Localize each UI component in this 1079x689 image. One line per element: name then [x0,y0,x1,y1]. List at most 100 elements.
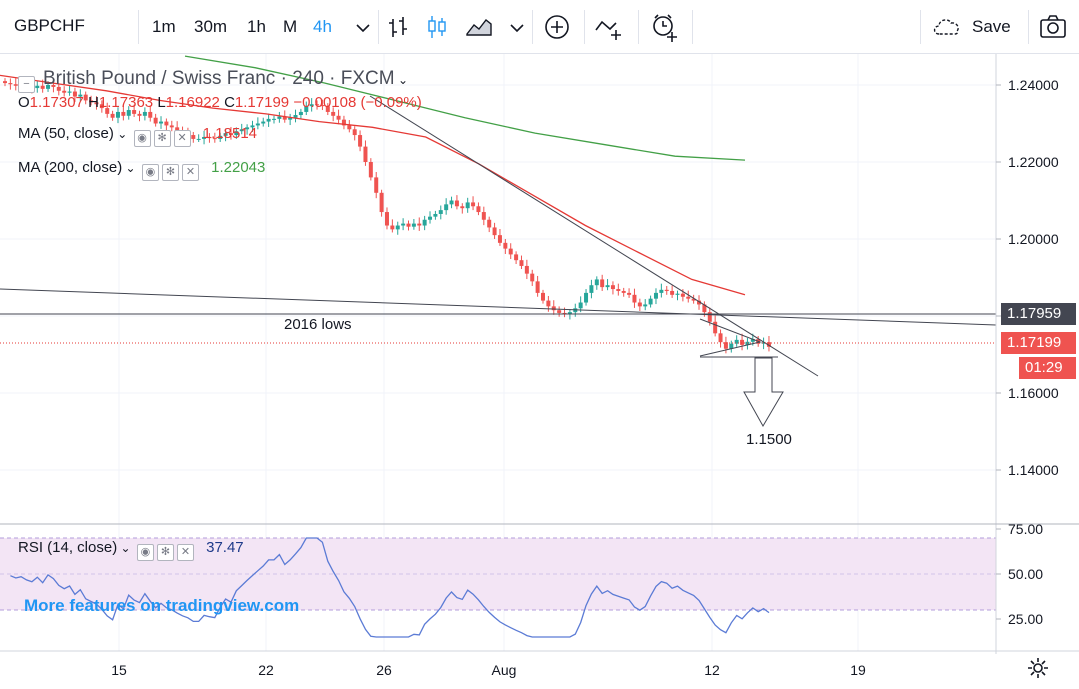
candle-body [379,192,384,213]
candle-body [530,273,535,282]
gear-icon[interactable]: ✻ [161,164,179,181]
chevron-down-icon[interactable]: ⌄ [113,127,131,141]
candle-body [115,111,120,118]
rsi-legend[interactable]: RSI (14, close) ⌄ ◉ ✻ ✕ 37.47 [18,539,244,561]
symbol-search[interactable]: GBPCHF [14,16,85,35]
area-chart-type-icon[interactable] [462,10,496,44]
candle-body [691,298,696,301]
chart-canvas[interactable]: 2016 lows 1.1500 1.24000 1.22000 1.20000 1.… [0,54,1079,689]
candle-body [557,310,562,313]
watermark-link[interactable]: More features on tradingview.com [24,596,300,615]
candle-body [309,104,314,107]
candle-body [315,104,320,106]
price-axis: 1.240001.220001.200001.180001.160001.140… [996,77,1059,478]
chevron-down-icon[interactable] [500,10,534,44]
candle-body [110,113,115,118]
time-tick-label: 22 [258,662,274,678]
downtrend-line [369,95,819,377]
candle-body [72,91,77,97]
candle-body [105,108,110,114]
last-price-tag: 1.17199 [1001,332,1076,354]
target-annotation: 1.1500 [746,431,792,448]
ma200-legend[interactable]: MA (200, close) ⌄ ◉ ✻ ✕ 1.22043 [18,159,265,181]
cloud-save-icon[interactable] [930,10,964,44]
candle-body [228,133,233,136]
close-icon[interactable]: ✕ [181,164,199,181]
interval-1h[interactable]: 1h [247,17,266,36]
candle-body [3,81,7,84]
close-icon[interactable]: ✕ [173,130,191,147]
bar-chart-type-icon[interactable] [382,10,416,44]
candle-body [675,293,680,295]
candle-body [632,294,637,303]
candle-body [643,304,648,307]
candle-body [13,84,18,86]
candle-body [497,235,502,243]
candle-body [487,219,492,228]
candle-body [250,125,255,128]
candle-body [444,204,449,211]
rsi-label: RSI (14, close) [18,539,118,556]
interval-1mo[interactable]: M [283,17,298,36]
candle-body [401,223,406,226]
ma50-legend[interactable]: MA (50, close) ⌄ ◉ ✻ ✕ 1.18514 [18,125,257,147]
close-icon[interactable]: ✕ [176,544,194,561]
save-button[interactable]: Save [972,17,1011,36]
collapse-icon[interactable]: − [18,76,35,93]
candle-body [218,135,223,139]
camera-snapshot-icon[interactable] [1036,10,1070,44]
candle-body [627,292,632,295]
candle-body [347,125,352,130]
candle-body [766,342,771,347]
candle-body [223,133,228,136]
candle-body [562,312,567,315]
ma200-value: 1.22043 [211,159,266,176]
symbol-legend[interactable]: − British Pound / Swiss Franc · 240 · FXC… [18,68,408,93]
candle-body [320,105,325,107]
chevron-down-icon[interactable] [346,10,380,44]
candles-chart-type-icon[interactable] [420,10,454,44]
time-tick-label: 19 [850,662,866,678]
candle-body [83,94,88,101]
chevron-down-icon[interactable]: ⌄ [117,541,134,555]
eye-icon[interactable]: ◉ [133,130,151,147]
chevron-down-icon[interactable]: ⌄ [394,73,408,87]
candle-body [153,117,158,124]
candle-body [384,212,389,226]
eye-icon[interactable]: ◉ [141,164,159,181]
candle-body [551,306,556,311]
candle-body [56,86,61,91]
candle-body [546,300,551,307]
low-value: 1.16922 [165,94,220,111]
interval-4h[interactable]: 4h [313,17,332,36]
gear-icon[interactable]: ✻ [153,130,171,147]
time-tick-label: Aug [492,662,517,678]
ma50-line [0,74,746,296]
rsi-tick-label: 50.00 [1008,566,1043,582]
top-toolbar: GBPCHF 1m 30m 1h M 4h [0,0,1079,54]
compare-symbol-icon[interactable] [592,10,626,44]
interval-1m[interactable]: 1m [152,17,176,36]
candle-body [358,135,363,147]
candle-body [277,116,282,119]
add-indicator-icon[interactable] [540,10,574,44]
candle-body [734,339,739,344]
candle-body [707,312,712,322]
candle-body [99,104,104,109]
candle-body [750,339,755,342]
toolbar-divider [584,10,585,44]
candle-body [433,213,438,217]
chevron-down-icon[interactable]: ⌄ [122,161,139,175]
gear-icon[interactable]: ✻ [156,544,174,561]
interval-30m[interactable]: 30m [194,17,228,36]
alert-clock-icon[interactable] [648,10,682,44]
candle-body [89,100,94,103]
legend-title: British Pound / Swiss Franc · 240 · FXCM [43,68,395,89]
candle-body [454,200,459,207]
candle-body [298,111,303,116]
candle-body [729,343,734,349]
eye-icon[interactable]: ◉ [136,544,154,561]
price-tick-label: 1.20000 [1008,231,1059,247]
candle-body [476,206,481,213]
settings-gear-icon[interactable] [1026,656,1050,680]
